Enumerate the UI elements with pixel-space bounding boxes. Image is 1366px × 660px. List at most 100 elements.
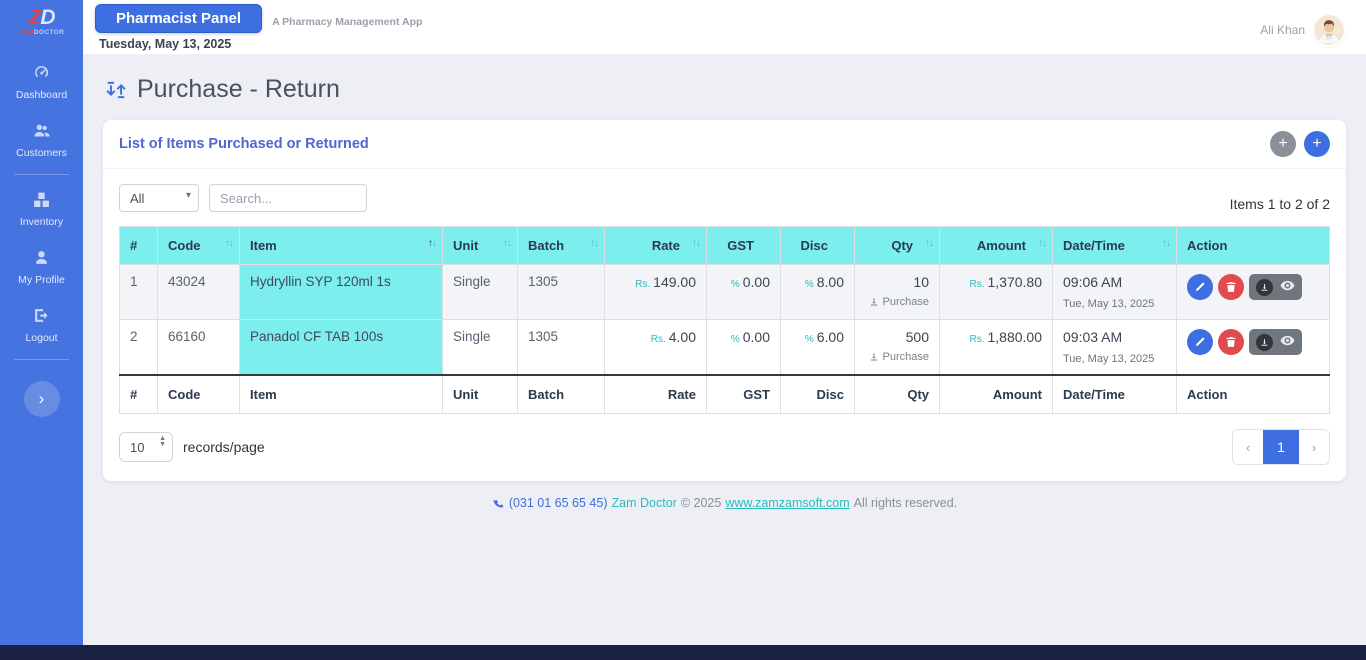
sort-icon[interactable]: ↑↓ bbox=[428, 238, 437, 249]
next-page-button[interactable]: › bbox=[1299, 430, 1329, 464]
download-button[interactable] bbox=[1256, 333, 1273, 351]
download-icon bbox=[870, 353, 877, 361]
cell-code: 66160 bbox=[157, 319, 240, 376]
table-row: 1 43024 Hydryllin SYP 120ml 1s Single 13… bbox=[119, 264, 1330, 320]
sidebar-item-label: Dashboard bbox=[15, 88, 68, 101]
cell-gst: % 0.00 bbox=[706, 264, 781, 320]
cell-disc: % 6.00 bbox=[780, 319, 855, 376]
footer-col-unit: Unit bbox=[442, 374, 518, 414]
app-root: ZD ZAMDOCTOR Dashboard Customers Invento… bbox=[0, 0, 1366, 645]
edit-button[interactable] bbox=[1187, 274, 1213, 300]
sidebar-item-dashboard[interactable]: Dashboard bbox=[0, 53, 83, 111]
trash-icon bbox=[1226, 282, 1236, 292]
cell-num: 2 bbox=[119, 319, 158, 376]
table-footer-row: # Code Item Unit Batch Rate GST Disc Qty… bbox=[119, 374, 1330, 414]
sort-icon[interactable]: ↑↓ bbox=[925, 238, 934, 249]
filter-row: All ▾ Items 1 to 2 of 2 bbox=[103, 169, 1346, 222]
col-header-batch[interactable]: Batch ↑↓ bbox=[517, 226, 605, 265]
cell-unit: Single bbox=[442, 264, 518, 320]
card-header: List of Items Purchased or Returned + + bbox=[103, 120, 1346, 169]
logo-z: Z bbox=[28, 6, 41, 29]
page-footer: (031 01 65 65 45) Zam Doctor © 2025 www.… bbox=[103, 481, 1346, 525]
cell-disc: % 8.00 bbox=[780, 264, 855, 320]
qty-type-badge: Purchase bbox=[865, 296, 929, 308]
percent-label: % bbox=[730, 334, 740, 345]
col-header-rate[interactable]: Rate ↑↓ bbox=[604, 226, 707, 265]
sidebar-item-label: Inventory bbox=[19, 215, 64, 228]
logo-wordmark: ZAMDOCTOR bbox=[19, 29, 65, 37]
phone-link[interactable]: (031 01 65 65 45) bbox=[508, 496, 608, 510]
items-summary: Items 1 to 2 of 2 bbox=[1229, 196, 1330, 212]
col-header-qty[interactable]: Qty ↑↓ bbox=[854, 226, 940, 265]
footer-col-datetime: Date/Time bbox=[1052, 374, 1177, 414]
cell-action bbox=[1176, 319, 1330, 376]
pharmacist-panel-button[interactable]: Pharmacist Panel bbox=[95, 4, 263, 33]
phone-icon bbox=[493, 499, 503, 507]
sidebar-item-label: Customers bbox=[16, 146, 67, 159]
top-bar-left: Pharmacist Panel A Pharmacy Management A… bbox=[95, 0, 422, 54]
sort-icon[interactable]: ↑↓ bbox=[1038, 238, 1047, 249]
col-header-amount[interactable]: Amount ↑↓ bbox=[939, 226, 1053, 265]
cell-qty: 500 Purchase bbox=[854, 319, 940, 376]
content-area: Purchase - Return List of Items Purchase… bbox=[83, 55, 1366, 645]
col-header-action: Action bbox=[1176, 226, 1330, 265]
sidebar-item-inventory[interactable]: Inventory bbox=[0, 180, 83, 238]
purchase-return-table: # Code ↑↓ Item ↑↓ Unit ↑↓ Batch ↑↓ Rate ↑↓ GS… bbox=[119, 226, 1330, 414]
download-button[interactable] bbox=[1256, 278, 1273, 296]
sort-icon[interactable]: ↑↓ bbox=[1162, 238, 1171, 249]
sort-icon[interactable]: ↑↓ bbox=[590, 238, 599, 249]
cell-unit: Single bbox=[442, 319, 518, 376]
app-tagline: A Pharmacy Management App bbox=[272, 15, 423, 28]
chevron-right-icon: › bbox=[1311, 439, 1317, 455]
dashboard-icon bbox=[33, 64, 50, 84]
top-bar: Pharmacist Panel A Pharmacy Management A… bbox=[83, 0, 1366, 55]
user-avatar[interactable] bbox=[1314, 15, 1344, 45]
website-link[interactable]: www.zamzamsoft.com bbox=[725, 496, 850, 510]
sort-icon[interactable]: ↑↓ bbox=[503, 238, 512, 249]
eye-icon bbox=[1280, 335, 1295, 346]
col-header-gst: GST bbox=[706, 226, 781, 265]
add-item-button[interactable]: + bbox=[1304, 131, 1330, 157]
page-title-text: Purchase - Return bbox=[137, 75, 340, 103]
add-secondary-button[interactable]: + bbox=[1270, 131, 1296, 157]
view-button[interactable] bbox=[1280, 278, 1295, 296]
prev-page-button[interactable]: ‹ bbox=[1233, 430, 1263, 464]
sidebar-item-logout[interactable]: Logout bbox=[0, 296, 83, 354]
brand-logo[interactable]: ZD ZAMDOCTOR bbox=[19, 0, 65, 43]
footer-col-disc: Disc bbox=[780, 374, 855, 414]
edit-button[interactable] bbox=[1187, 329, 1213, 355]
sidebar-item-my-profile[interactable]: My Profile bbox=[0, 238, 83, 296]
cell-action bbox=[1176, 264, 1330, 320]
pencil-icon bbox=[1195, 337, 1205, 347]
cell-item: Hydryllin SYP 120ml 1s bbox=[239, 264, 443, 320]
view-button[interactable] bbox=[1280, 333, 1295, 351]
chevron-right-icon: › bbox=[38, 388, 45, 408]
filter-select[interactable]: All bbox=[119, 184, 199, 212]
percent-label: % bbox=[804, 279, 814, 290]
company-link[interactable]: Zam Doctor bbox=[611, 496, 677, 510]
col-header-datetime[interactable]: Date/Time ↑↓ bbox=[1052, 226, 1177, 265]
delete-button[interactable] bbox=[1218, 329, 1244, 355]
cell-rate: Rs. 149.00 bbox=[604, 264, 707, 320]
page-1-button[interactable]: 1 bbox=[1263, 430, 1299, 464]
sidebar-divider bbox=[14, 358, 69, 360]
search-input[interactable] bbox=[209, 184, 367, 212]
logo-monogram: ZD bbox=[19, 7, 65, 28]
percent-label: % bbox=[730, 279, 740, 290]
col-header-unit[interactable]: Unit ↑↓ bbox=[442, 226, 518, 265]
sort-icon[interactable]: ↑↓ bbox=[692, 238, 701, 249]
sidebar-expand-button[interactable]: › bbox=[23, 380, 60, 417]
delete-button[interactable] bbox=[1218, 274, 1244, 300]
pagination-row: 10 ▲ ▼ records/page ‹ 1 › bbox=[119, 429, 1330, 465]
col-header-code[interactable]: Code ↑↓ bbox=[157, 226, 240, 265]
profile-icon bbox=[33, 249, 50, 269]
footer-col-amount: Amount bbox=[939, 374, 1053, 414]
col-header-item[interactable]: Item ↑↓ bbox=[239, 226, 443, 265]
sidebar-item-customers[interactable]: Customers bbox=[0, 111, 83, 169]
records-per-page-select[interactable]: 10 bbox=[119, 432, 173, 462]
sort-icon[interactable]: ↑↓ bbox=[225, 238, 234, 249]
footer-col-item: Item bbox=[239, 374, 443, 414]
download-icon bbox=[1261, 283, 1268, 291]
page-title: Purchase - Return bbox=[105, 75, 1346, 104]
logo-d: D bbox=[40, 6, 55, 29]
